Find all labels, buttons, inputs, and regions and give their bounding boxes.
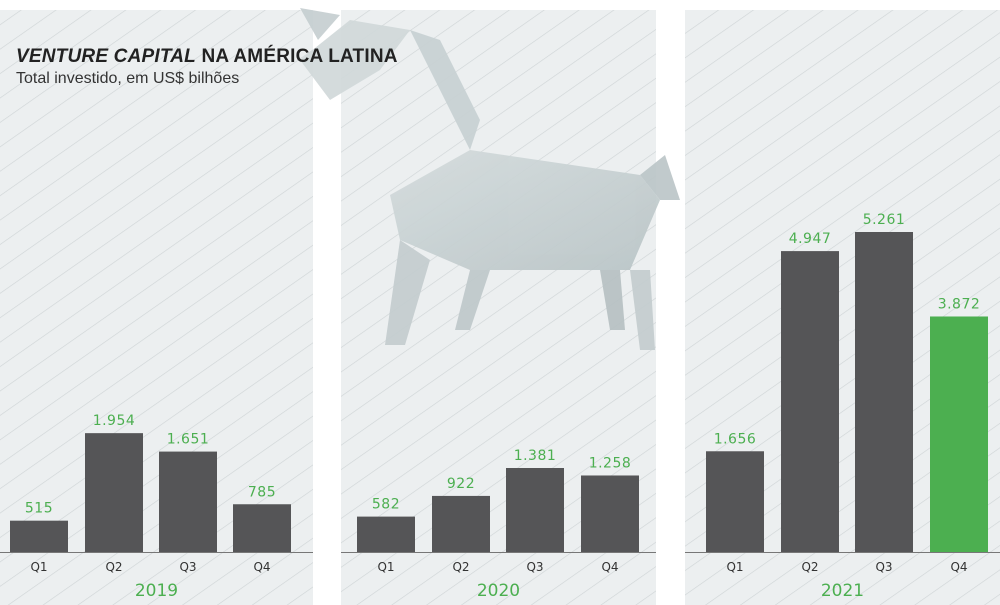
value-label-2021-q2: 4.947 (789, 231, 832, 247)
value-label-2020-q4: 1.258 (589, 455, 632, 471)
tick-label-2019-q4: Q4 (253, 560, 270, 574)
tick-label-2019-q3: Q3 (179, 560, 196, 574)
tick-label-2021-q3: Q3 (875, 560, 892, 574)
tick-label-2021-q2: Q2 (801, 560, 818, 574)
bar-2020-q2 (432, 495, 490, 552)
chart-title: VENTURE CAPITAL NA AMÉRICA LATINA (16, 46, 398, 68)
year-label-2021: 2021 (821, 581, 864, 601)
tick-label-2021-q4: Q4 (950, 560, 967, 574)
value-label-2019-q3: 1.651 (167, 432, 210, 448)
tick-label-2020-q2: Q2 (452, 560, 469, 574)
bar-2021-q1 (706, 451, 764, 552)
chart-title-block: VENTURE CAPITAL NA AMÉRICA LATINA Total … (16, 46, 398, 88)
chart-title-italic: VENTURE CAPITAL (16, 46, 196, 67)
value-label-2021-q1: 1.656 (714, 431, 757, 447)
value-label-2020-q1: 582 (372, 497, 400, 513)
tick-label-2020-q4: Q4 (601, 560, 618, 574)
bar-2021-q3 (855, 232, 913, 552)
bar-2019-q1 (10, 520, 68, 552)
tick-label-2021-q1: Q1 (726, 560, 743, 574)
year-label-2019: 2019 (135, 581, 178, 601)
tick-label-2020-q3: Q3 (526, 560, 543, 574)
value-label-2021-q3: 5.261 (863, 212, 906, 228)
chart-title-rest: NA AMÉRICA LATINA (195, 46, 398, 67)
bar-2019-q2 (85, 433, 143, 552)
bar-2020-q1 (357, 516, 415, 552)
bar-2021-q2 (781, 251, 839, 552)
value-label-2019-q2: 1.954 (93, 413, 136, 429)
bar-2020-q4 (581, 475, 639, 552)
bar-2021-q4 (930, 316, 988, 552)
value-label-2020-q3: 1.381 (514, 448, 557, 464)
value-label-2021-q4: 3.872 (938, 296, 981, 312)
value-label-2019-q1: 515 (25, 501, 53, 517)
tick-label-2019-q1: Q1 (30, 560, 47, 574)
tick-label-2020-q1: Q1 (377, 560, 394, 574)
origami-horse-illustration (300, 8, 680, 350)
bar-2020-q3 (506, 468, 564, 552)
value-label-2019-q4: 785 (248, 484, 276, 500)
year-label-2020: 2020 (477, 581, 520, 601)
value-label-2020-q2: 922 (447, 476, 475, 492)
bar-2019-q3 (159, 451, 217, 552)
tick-label-2019-q2: Q2 (105, 560, 122, 574)
chart-subtitle: Total investido, em US$ bilhões (16, 70, 240, 87)
bar-2019-q4 (233, 504, 291, 552)
